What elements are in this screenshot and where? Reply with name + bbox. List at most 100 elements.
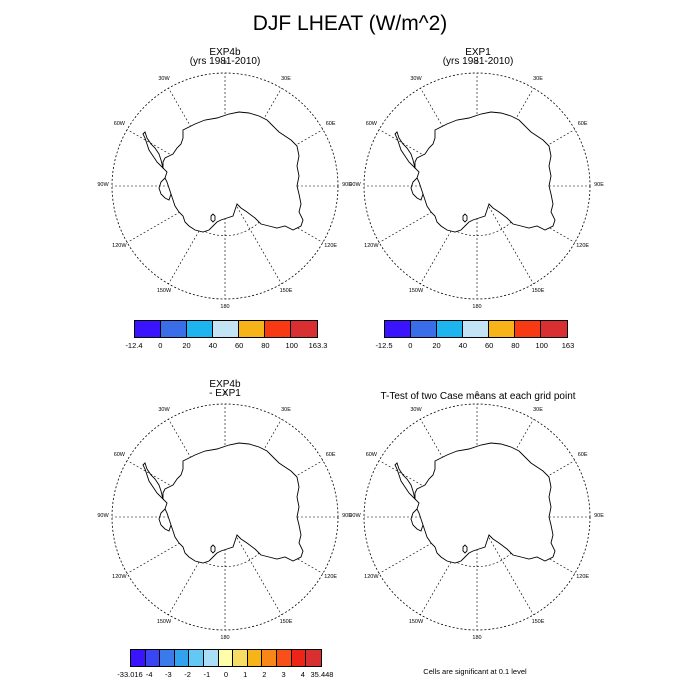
- colorbar-swatch: [291, 321, 317, 337]
- ice-shelf-outline: [158, 508, 172, 532]
- colorbar-swatch: [131, 650, 146, 666]
- colorbar-tick-label: 80: [261, 341, 270, 350]
- longitude-label: 30E: [533, 76, 543, 83]
- ice-shelf-outline: [410, 177, 424, 201]
- antarctica-coastline: [414, 442, 556, 564]
- longitude-label: 60W: [365, 452, 377, 458]
- island-outline: [462, 544, 468, 554]
- colorbar-swatch: [437, 321, 463, 337]
- longitude-label: 30W: [410, 76, 422, 83]
- longitude-label: 30W: [158, 407, 170, 414]
- meridian-line: [476, 516, 534, 616]
- colorbar-tick-label: -1: [203, 670, 211, 679]
- longitude-label: 90E: [594, 513, 604, 519]
- colorbar-swatch: [463, 321, 489, 337]
- meridian-line: [420, 185, 478, 285]
- colorbar-exp4b: [134, 320, 318, 338]
- panel-1-title: EXP4b (yrs 1981-2010): [125, 47, 325, 67]
- panel-4-title: T-Test of two Case means at each grid po…: [358, 391, 598, 402]
- longitude-label: 30E: [533, 407, 543, 414]
- longitude-label: 120E: [576, 243, 590, 249]
- meridian-line: [476, 185, 534, 285]
- meridian-line: [378, 516, 478, 574]
- colorbar-tick-label: 2: [262, 670, 267, 679]
- colorbar-swatch: [277, 650, 292, 666]
- longitude-label: 150E: [531, 287, 545, 294]
- island-outline: [210, 213, 216, 223]
- longitude-label: 60E: [325, 452, 336, 458]
- colorbar-tick-label: 40: [458, 341, 468, 350]
- longitude-label: 90E: [594, 182, 604, 188]
- colorbar-swatch: [411, 321, 437, 337]
- island-outline: [462, 213, 468, 223]
- panel-2-title-line2: (yrs 1981-2010): [442, 56, 514, 67]
- panel-2-title: EXP1 (yrs 1981-2010): [378, 47, 578, 67]
- longitude-label: 120E: [576, 574, 590, 580]
- colorbar-tick-label: -12.4: [125, 341, 143, 350]
- colorbar-swatch: [291, 650, 307, 666]
- panel-2-title-line1: EXP1: [465, 47, 491, 58]
- panel-4-title-line1: T-Test of two Case means at each grid po…: [380, 391, 576, 402]
- longitude-label: 120W: [364, 243, 379, 249]
- colorbar-swatch: [189, 650, 205, 666]
- longitude-label: 90E: [342, 182, 352, 188]
- longitude-label: 60W: [113, 121, 125, 127]
- longitude-label: 30W: [410, 407, 422, 414]
- colorbar-tick-label: 35.448: [310, 670, 334, 679]
- colorbar-tick-label: 20: [432, 341, 441, 350]
- significance-footnote: Cells are significant at 0.1 level: [423, 667, 527, 676]
- panel-1-title-line2: (yrs 1981-2010): [189, 56, 261, 67]
- colorbar-tick-label: 0: [158, 341, 163, 350]
- ice-shelf-outline: [410, 508, 424, 532]
- longitude-label: 120E: [324, 574, 338, 580]
- longitude-label: 30E: [281, 76, 291, 83]
- longitude-label: 90E: [342, 513, 352, 519]
- longitude-label: 30W: [158, 76, 170, 83]
- colorbar-swatch: [262, 650, 278, 666]
- colorbar-difference: [130, 649, 322, 667]
- colorbar-swatch: [135, 321, 161, 337]
- panel-1-title-line1: EXP4b: [209, 47, 241, 58]
- colorbar-tick-label: 80: [511, 341, 520, 350]
- longitude-label: 180: [220, 304, 230, 310]
- longitude-label: 150W: [408, 618, 424, 625]
- antarctic-peninsula: [142, 131, 164, 170]
- colorbar-tick-label: -4: [145, 670, 153, 679]
- colorbar-swatch: [174, 650, 190, 666]
- colorbar-swatch: [247, 650, 263, 666]
- colorbar-swatch: [515, 321, 541, 337]
- colorbar-tick-label: 4: [300, 670, 305, 679]
- colorbar-swatch: [160, 650, 175, 666]
- longitude-label: 150W: [156, 618, 172, 625]
- longitude-label: 90W: [349, 182, 361, 188]
- longitude-label: 90W: [97, 182, 109, 188]
- meridian-line: [168, 516, 226, 616]
- colorbar-swatch: [233, 650, 248, 666]
- colorbar-tick-label: 163.3: [308, 341, 328, 350]
- colorbar-swatch: [541, 321, 567, 337]
- colorbar-tick-label: 3: [281, 670, 286, 679]
- longitude-label: 0: [223, 60, 227, 66]
- meridian-line: [126, 516, 226, 574]
- colorbar-swatch: [204, 650, 219, 666]
- meridian-line: [224, 185, 282, 285]
- colorbar-tick-label: 163: [561, 341, 575, 350]
- colorbar-tick-label: -2: [184, 670, 191, 679]
- longitude-label: 60W: [113, 452, 125, 458]
- longitude-label: 150E: [279, 618, 293, 625]
- longitude-label: 60E: [577, 452, 588, 458]
- colorbar-tick-label: 60: [484, 341, 494, 350]
- colorbar-tick-label: 60: [234, 341, 244, 350]
- longitude-label: 120W: [112, 243, 127, 249]
- meridian-line: [224, 516, 282, 616]
- meridian-line: [168, 185, 226, 285]
- longitude-label: 150E: [279, 287, 293, 294]
- colorbar-swatch: [306, 650, 321, 666]
- meridian-line: [126, 185, 226, 243]
- colorbar-tick-label: 0: [408, 341, 413, 350]
- longitude-label: 90W: [97, 513, 109, 519]
